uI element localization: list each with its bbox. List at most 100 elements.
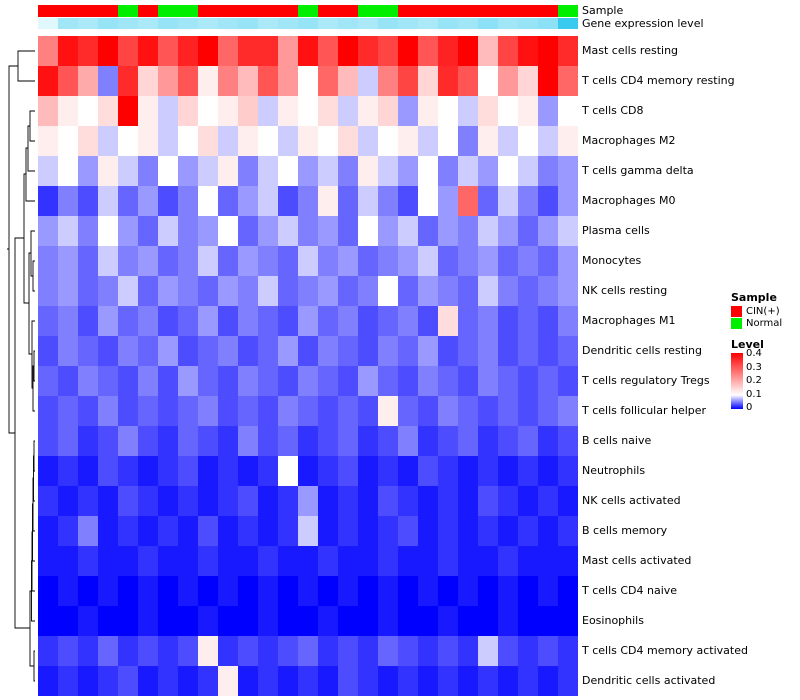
level-tick: 0.3 [746, 361, 762, 373]
heatmap-cell [98, 606, 118, 636]
heatmap-cell [138, 186, 158, 216]
heatmap-cell [418, 606, 438, 636]
heatmap-cell [138, 276, 158, 306]
heatmap-cell [458, 306, 478, 336]
heatmap-cell [478, 336, 498, 366]
heatmap-cell [78, 396, 98, 426]
heatmap-cell [378, 96, 398, 126]
heatmap-cell [418, 186, 438, 216]
heatmap-cell [38, 576, 58, 606]
heatmap-cell [438, 186, 458, 216]
heatmap-cell [118, 576, 138, 606]
heatmap-cell [118, 426, 138, 456]
heatmap-cell [258, 426, 278, 456]
heatmap-row [38, 576, 578, 606]
heatmap-cell [378, 36, 398, 66]
heatmap-cell [558, 126, 578, 156]
heatmap-cell [358, 546, 378, 576]
heatmap-cell [538, 336, 558, 366]
heatmap-cell [58, 666, 78, 696]
heatmap-cell [178, 96, 198, 126]
heatmap-cell [98, 546, 118, 576]
heatmap-cell [158, 396, 178, 426]
heatmap-cell [278, 336, 298, 366]
heatmap-cell [238, 396, 258, 426]
heatmap-row [38, 606, 578, 636]
heatmap-cell [318, 636, 338, 666]
expression-annotation-cell [458, 18, 478, 29]
expression-annotation-cell [118, 18, 138, 29]
heatmap-cell [298, 66, 318, 96]
normal-color-swatch [731, 318, 742, 329]
sample-annotation-cell [258, 5, 278, 17]
heatmap-cell [338, 366, 358, 396]
heatmap-row [38, 486, 578, 516]
heatmap-cell [338, 486, 358, 516]
heatmap-cell [538, 96, 558, 126]
heatmap-cell [218, 336, 238, 366]
heatmap-cell [58, 276, 78, 306]
heatmap-cell [118, 456, 138, 486]
heatmap-cell [458, 156, 478, 186]
heatmap-cell [138, 126, 158, 156]
heatmap-cell [78, 666, 98, 696]
heatmap-cell [558, 96, 578, 126]
heatmap-cell [498, 246, 518, 276]
heatmap-cell [118, 216, 138, 246]
heatmap-cell [418, 366, 438, 396]
heatmap-row [38, 366, 578, 396]
expression-annotation-cell [318, 18, 338, 29]
heatmap-cell [338, 216, 358, 246]
heatmap-cell [338, 306, 358, 336]
heatmap-cell [258, 156, 278, 186]
heatmap-cell [498, 576, 518, 606]
heatmap-cell [538, 636, 558, 666]
sample-annotation-cell [158, 5, 178, 17]
heatmap-cell [358, 126, 378, 156]
heatmap-cell [178, 216, 198, 246]
heatmap-cell [538, 66, 558, 96]
heatmap-cell [378, 606, 398, 636]
heatmap-cell [478, 246, 498, 276]
heatmap-cell [478, 456, 498, 486]
heatmap-cell [378, 636, 398, 666]
heatmap-cell [498, 516, 518, 546]
heatmap-cell [478, 606, 498, 636]
heatmap-cell [338, 276, 358, 306]
heatmap-cell [238, 306, 258, 336]
row-labels: Mast cells resting T cells CD4 memory res… [582, 36, 748, 696]
heatmap-cell [558, 546, 578, 576]
heatmap-cell [218, 186, 238, 216]
heatmap-cell [558, 516, 578, 546]
heatmap-cell [438, 66, 458, 96]
heatmap-cell [338, 336, 358, 366]
heatmap-cell [418, 216, 438, 246]
expression-annotation-cell [398, 18, 418, 29]
heatmap-cell [98, 126, 118, 156]
heatmap-cell [278, 216, 298, 246]
row-label: B cells naive [582, 434, 652, 447]
heatmap-cell [318, 246, 338, 276]
heatmap-cell [98, 36, 118, 66]
heatmap-cell [398, 606, 418, 636]
heatmap-cell [358, 636, 378, 666]
heatmap-cell [198, 336, 218, 366]
heatmap-cell [538, 486, 558, 516]
heatmap-cell [458, 486, 478, 516]
heatmap-cell [258, 576, 278, 606]
heatmap-cell [398, 216, 418, 246]
sample-annotation-cell [58, 5, 78, 17]
heatmap-cell [438, 276, 458, 306]
heatmap-cell [238, 156, 258, 186]
heatmap-cell [38, 546, 58, 576]
heatmap-cell [398, 456, 418, 486]
heatmap-cell [218, 636, 238, 666]
heatmap-cell [138, 666, 158, 696]
heatmap-cell [198, 96, 218, 126]
heatmap-cell [378, 246, 398, 276]
heatmap-cell [258, 666, 278, 696]
level-colorbar: 0.4 0.3 0.2 0.1 0 [731, 349, 799, 417]
expression-annotation-cell [278, 18, 298, 29]
expression-annotation-cell [238, 18, 258, 29]
heatmap-cell [418, 546, 438, 576]
